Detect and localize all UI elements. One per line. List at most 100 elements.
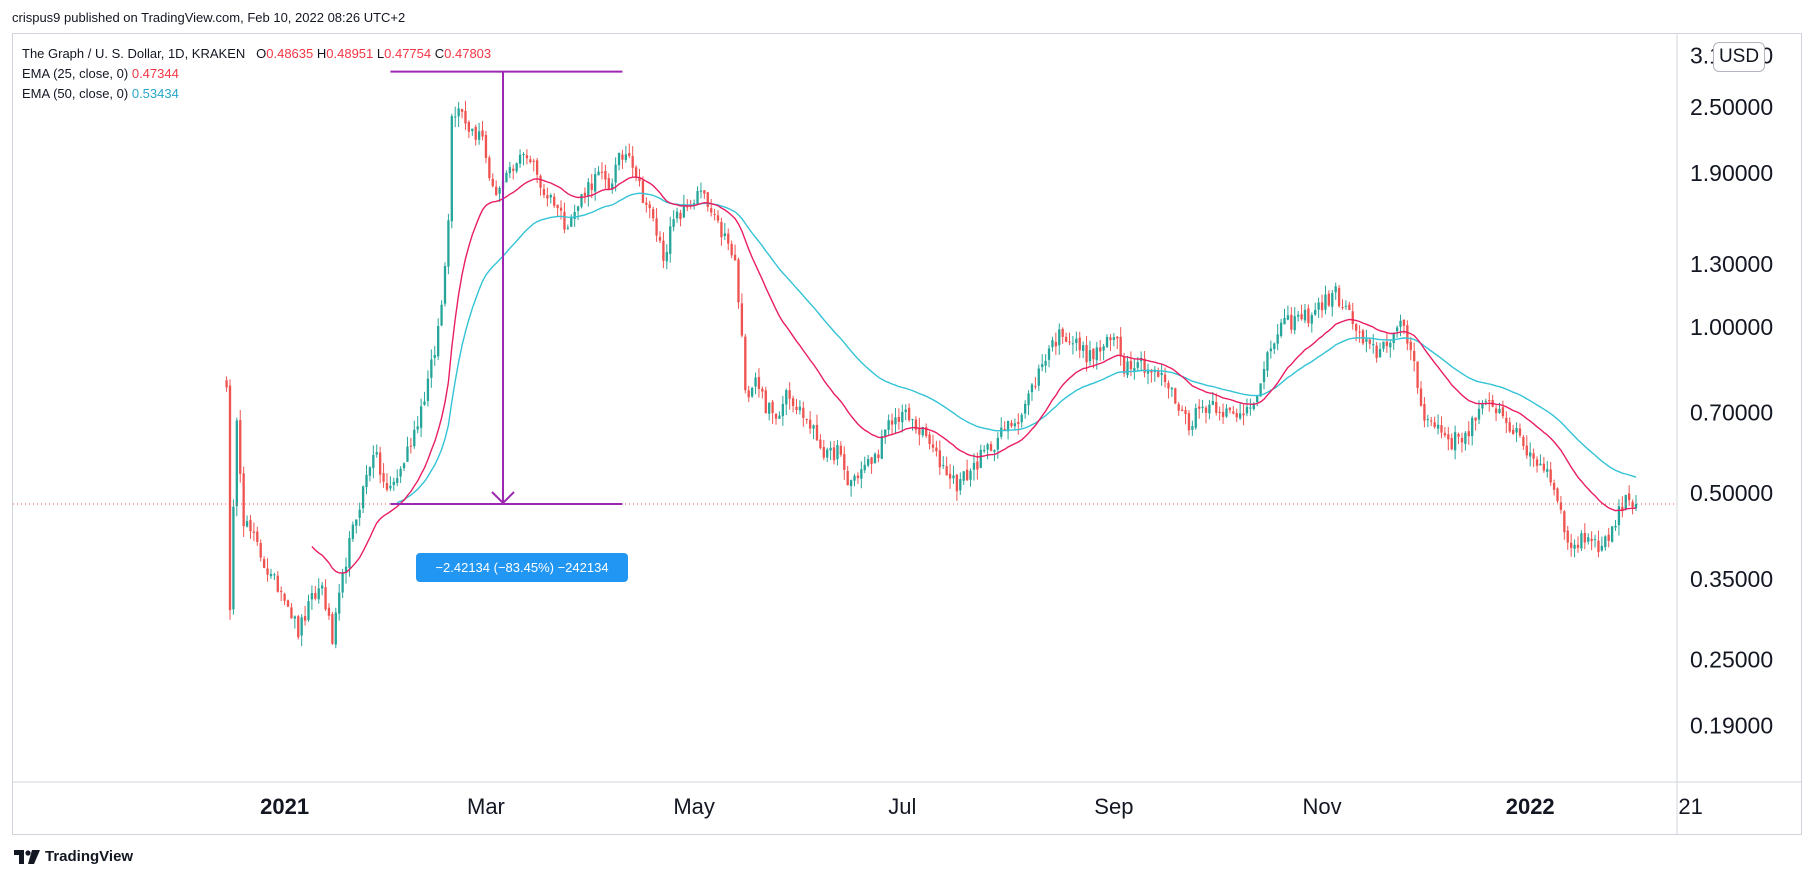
candle-body	[880, 436, 883, 459]
candle-body	[1037, 368, 1040, 386]
candle-body	[1269, 348, 1273, 352]
candle-body	[515, 163, 518, 172]
candle-body	[378, 452, 382, 475]
candle-body	[433, 355, 436, 358]
candle-body	[341, 572, 344, 593]
candle-body	[549, 195, 552, 198]
x-tick-label: Jul	[888, 794, 916, 819]
candle-body	[931, 444, 935, 448]
candle-body	[532, 160, 535, 162]
candle-body	[389, 485, 392, 489]
candle-body	[870, 457, 873, 464]
candle-body	[235, 420, 238, 507]
candle-body	[409, 445, 413, 447]
candle-body	[1389, 342, 1392, 348]
candle-body	[860, 469, 863, 479]
candle-body	[443, 266, 447, 304]
candle-body	[1583, 533, 1586, 543]
candle-body	[1102, 346, 1105, 351]
candle-body	[327, 607, 331, 616]
candle-body	[1126, 361, 1129, 376]
candle-body	[836, 445, 839, 460]
candle-body	[706, 192, 709, 207]
currency-button[interactable]: USD	[1713, 42, 1765, 72]
candle-body	[1532, 453, 1535, 459]
candle-body	[1317, 302, 1320, 310]
ema-lines	[13, 176, 1677, 574]
candle-body	[1334, 286, 1337, 293]
candle-body	[1621, 506, 1624, 512]
candle-body	[1293, 316, 1296, 331]
candle-body	[1399, 320, 1402, 327]
candle-body	[570, 217, 573, 227]
legend-ema50-row[interactable]: EMA (50, close, 0) 0.53434	[22, 84, 491, 104]
candle-body	[276, 575, 279, 592]
candle-body	[1266, 352, 1269, 371]
candle-body	[1238, 413, 1242, 419]
candle-body	[774, 413, 778, 419]
candle-body	[1099, 347, 1102, 352]
candle-body	[785, 390, 788, 405]
candle-body	[969, 470, 972, 480]
candle-body	[822, 447, 825, 458]
legend-ema25-value: 0.47344	[131, 66, 179, 81]
candle-body	[1365, 339, 1368, 342]
candle-body	[672, 219, 675, 227]
candle-body	[976, 461, 979, 470]
candle-body	[1358, 331, 1361, 333]
legend-ema50-value: 0.53434	[131, 86, 179, 101]
legend-open-value: 0.48635	[266, 46, 314, 61]
candle-body	[1580, 533, 1583, 549]
candle-body	[1150, 370, 1153, 373]
candle-body	[1529, 452, 1532, 457]
candle-body	[518, 154, 522, 164]
legend-symbol: The Graph / U. S. Dollar, 1D, KRAKEN	[22, 46, 246, 61]
candle-body	[447, 220, 450, 267]
candle-body	[832, 447, 836, 461]
candle-body	[866, 458, 870, 466]
candle-body	[1064, 336, 1068, 342]
candle-body	[1549, 469, 1552, 483]
candle-body	[1539, 463, 1542, 466]
candle-body	[955, 474, 959, 492]
candle-body	[703, 190, 706, 194]
candle-body	[1017, 421, 1020, 424]
candle-body	[938, 450, 941, 468]
legend-ema25-row[interactable]: EMA (25, close, 0) 0.47344	[22, 64, 491, 84]
y-tick-label: 0.50000	[1690, 480, 1773, 506]
footer-brand[interactable]: TradingView	[14, 848, 133, 865]
candle-body	[286, 600, 290, 607]
candle-body	[365, 474, 368, 488]
candle-body	[1051, 340, 1054, 348]
candle-body	[628, 153, 631, 156]
candle-body	[1194, 407, 1197, 428]
candle-body	[361, 486, 365, 509]
candle-body	[1041, 364, 1044, 368]
candle-body	[563, 211, 566, 230]
candle-body	[283, 593, 286, 601]
legend-low-value: 0.47754	[384, 46, 432, 61]
y-tick-label: 1.00000	[1690, 314, 1773, 340]
candle-body	[484, 134, 488, 158]
y-tick-label: 0.25000	[1690, 646, 1773, 672]
candle-body	[1013, 423, 1017, 427]
candle-body	[1433, 422, 1436, 427]
y-tick-label: 1.30000	[1690, 251, 1773, 277]
candle-body	[1177, 404, 1180, 411]
candle-body	[522, 153, 525, 155]
candle-body	[754, 377, 757, 387]
candle-body	[1211, 400, 1214, 405]
candle-body	[1215, 401, 1218, 413]
candle-body	[242, 473, 245, 527]
candle-body	[1416, 361, 1419, 388]
candle-body	[1484, 401, 1488, 403]
measure-label: −2.42134 (−83.45%) −242134	[416, 553, 628, 582]
candle-body	[239, 420, 242, 474]
candle-body	[645, 202, 648, 205]
candle-body	[621, 154, 624, 160]
candle-body	[1511, 429, 1515, 434]
candle-body	[280, 590, 283, 593]
candle-body	[972, 462, 976, 470]
candle-body	[979, 449, 982, 468]
